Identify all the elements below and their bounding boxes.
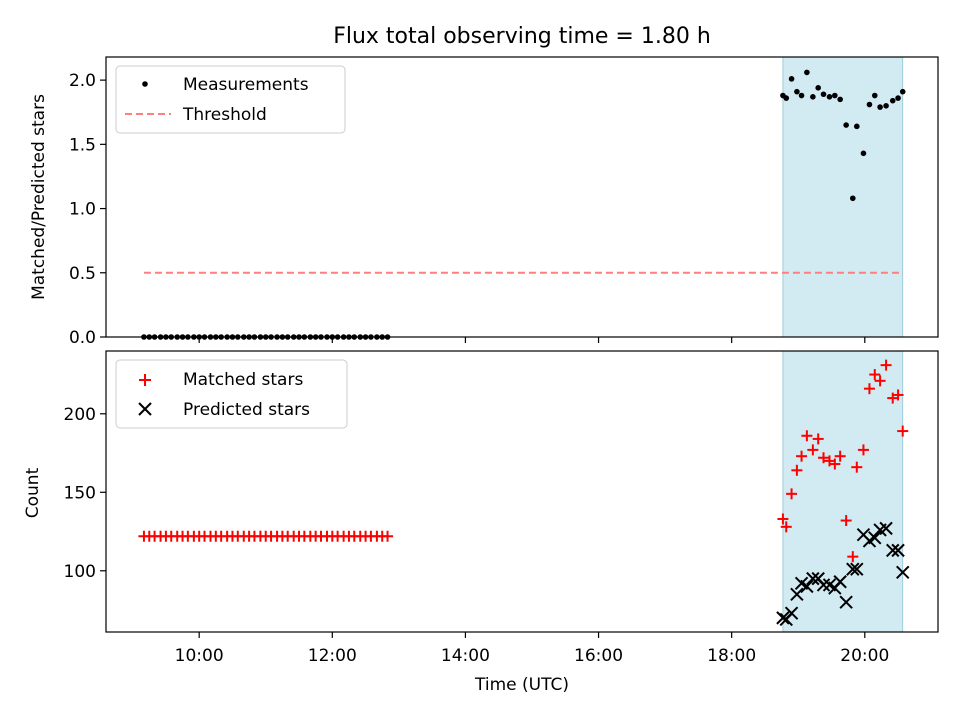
matched-star-point [857, 444, 869, 456]
top-shaded-span [782, 56, 904, 338]
legend-matched-marker [139, 374, 151, 386]
matched-star-point [840, 515, 852, 527]
measurement-point [820, 91, 827, 98]
matched-star-point [829, 458, 841, 470]
bottom-ytick-label: 200 [64, 405, 96, 425]
top-ytick-label: 1.0 [69, 200, 96, 220]
measurement-point [783, 95, 790, 101]
predicted-star-point [776, 611, 790, 625]
matched-star-point [786, 488, 798, 500]
matched-star-point [777, 513, 789, 525]
bottom-xtick-label: 12:00 [308, 646, 357, 666]
matched-star-point [892, 389, 904, 401]
top-legend-box [115, 65, 346, 134]
top-panel: 0.00.51.01.52.0 Matched/Predicted stars … [29, 56, 939, 348]
measurement-point [883, 103, 889, 109]
predicted-star-point [846, 562, 860, 576]
bottom-ytick-label: 100 [64, 562, 96, 582]
measurement-point [794, 88, 800, 95]
bottom-panel: 100 150 200 10:00 12:00 14:00 16:00 18:00 20:00… [23, 350, 939, 695]
top-ytick-label: 1.5 [69, 135, 96, 155]
top-ylabel: Matched/Predicted stars [29, 94, 49, 300]
predicted-star-point [850, 562, 864, 576]
matched-star-point [869, 369, 881, 381]
measurement-point [837, 96, 843, 103]
predicted-star-point [886, 543, 900, 558]
bottom-xtick-label: 16:00 [574, 646, 623, 666]
top-ytick-label: 2.0 [69, 71, 96, 91]
matched-star-point [897, 425, 909, 437]
matched-star-point [807, 444, 819, 456]
measurement-point [889, 97, 896, 104]
measurement-point [832, 92, 838, 99]
matched-star-point [851, 461, 863, 473]
measurement-point [899, 88, 906, 95]
measurement-point [788, 76, 795, 82]
top-ytick-label: 0.0 [69, 328, 96, 348]
measurement-point [815, 85, 821, 91]
bottom-ylabel: Count [23, 467, 43, 518]
predicted-star-point [891, 543, 905, 558]
matched-star-point [791, 464, 803, 476]
bottom-ytick-label: 150 [64, 483, 96, 503]
predicted-star-point [784, 606, 799, 620]
measurement-point [843, 122, 849, 128]
matched-star-point [796, 450, 808, 462]
bottom-legend: Matched stars Predicted stars [115, 359, 348, 429]
bottom-xlabel: Time (UTC) [474, 675, 569, 695]
measurement-point [853, 123, 860, 130]
measurement-point [804, 69, 810, 76]
matched-star-point [780, 521, 792, 533]
matched-star-point [382, 530, 394, 542]
matched-star-point [874, 375, 886, 387]
bottom-xtick-label: 18:00 [707, 646, 756, 666]
top-plot-frame [105, 56, 939, 338]
measurement-point [826, 94, 833, 100]
bottom-xtick-label: 10:00 [175, 646, 224, 666]
legend-measurements-label: Measurements [183, 75, 309, 95]
predicted-star-point [800, 579, 814, 594]
legend-predicted-label: Predicted stars [183, 400, 310, 420]
matched-star-point [863, 383, 875, 395]
matched-star-point [834, 450, 846, 462]
bottom-xtick-label: 20:00 [840, 646, 889, 666]
chart-title: Flux total observing time = 1.80 h [333, 24, 711, 49]
measurement-point [860, 150, 867, 157]
predicted-star-point [816, 578, 831, 592]
bottom-xtick-label: 14:00 [441, 646, 490, 666]
bottom-legend-box [115, 359, 348, 429]
measurement-point [866, 101, 873, 108]
top-ytick-label: 0.5 [69, 264, 96, 284]
bottom-plot-frame [105, 350, 939, 633]
predicted-star-point [833, 575, 847, 589]
measurement-point [798, 92, 805, 99]
matched-star-point [818, 452, 830, 464]
measurement-point [871, 92, 878, 99]
matched-star-point [880, 359, 892, 371]
matched-star-point [847, 551, 859, 563]
measurement-point [810, 94, 816, 100]
predicted-star-point [896, 565, 910, 580]
predicted-star-point [839, 595, 853, 609]
legend-predicted-marker [138, 402, 152, 416]
measurement-point [850, 195, 856, 202]
matched-star-point [801, 430, 813, 442]
predicted-star-point [868, 531, 882, 545]
matched-star-point [812, 433, 824, 445]
predicted-star-point [879, 521, 893, 536]
predicted-star-point [806, 571, 820, 586]
measurement-point [877, 104, 883, 110]
legend-matched-label: Matched stars [183, 370, 303, 390]
top-legend: Measurements Threshold [115, 65, 346, 134]
legend-measurements-marker [142, 81, 148, 87]
predicted-star-point [790, 587, 804, 602]
measurement-point [895, 95, 901, 101]
legend-threshold-label: Threshold [182, 105, 267, 125]
